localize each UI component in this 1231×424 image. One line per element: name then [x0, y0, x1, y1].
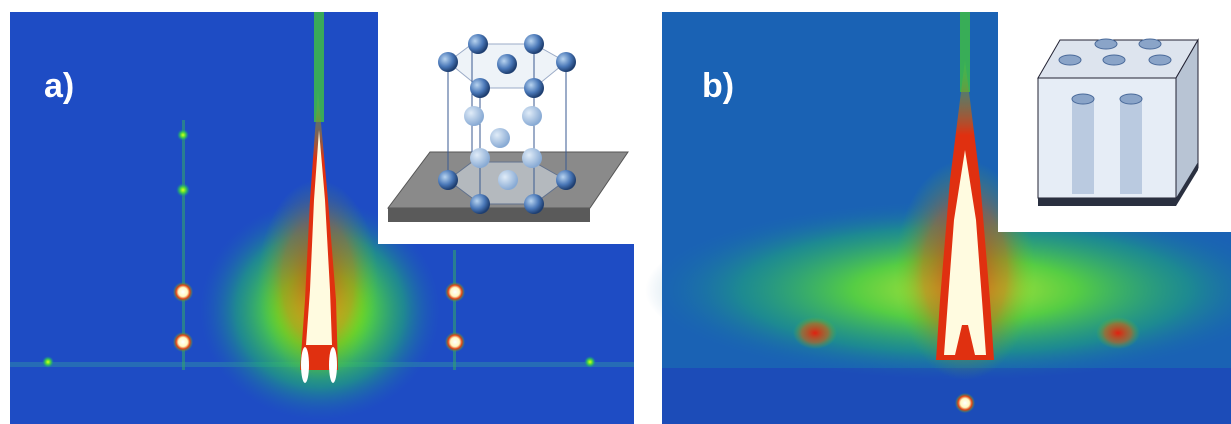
- spot: [1096, 317, 1140, 349]
- spot: [793, 317, 837, 349]
- panel-b: b): [645, 12, 1231, 424]
- spot: [329, 347, 337, 383]
- spot: [42, 356, 54, 368]
- spot: [301, 347, 309, 383]
- spot: [173, 332, 193, 352]
- spot: [177, 129, 189, 141]
- panel-a: a): [10, 12, 634, 424]
- figure: a): [0, 0, 1231, 424]
- cylinder-diagram: [1038, 39, 1198, 206]
- page: {"panels": [{"label": "a)"}, {"label": "…: [0, 0, 1231, 424]
- spot: [173, 282, 193, 302]
- spot: [445, 332, 465, 352]
- panel-label: a): [44, 67, 74, 105]
- spot: [176, 183, 190, 197]
- spot: [445, 282, 465, 302]
- spot: [955, 393, 975, 413]
- rod: [453, 250, 456, 370]
- spot: [584, 356, 596, 368]
- panel-label: b): [702, 67, 734, 105]
